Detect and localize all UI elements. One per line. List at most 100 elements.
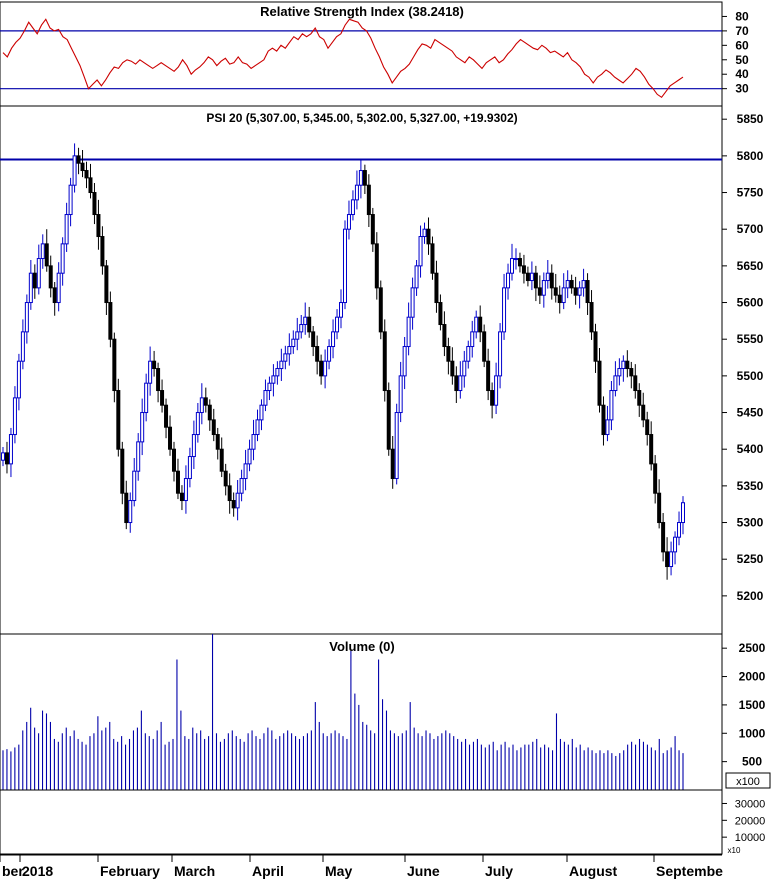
candle-body	[12, 397, 17, 436]
candle-body	[665, 551, 670, 568]
candle-body	[342, 228, 347, 304]
candle-body	[641, 404, 646, 421]
candle-body	[517, 258, 522, 267]
candle-body	[354, 184, 359, 201]
candle-body	[287, 346, 292, 355]
candle-body	[458, 375, 463, 392]
price-title: PSI 20 (5,307.00, 5,345.00, 5,302.00, 5,…	[206, 111, 517, 125]
candle-body	[609, 390, 614, 421]
candle-body	[434, 272, 439, 304]
price-tick-label: 5300	[737, 516, 764, 530]
candle-body	[64, 214, 69, 245]
candle-body	[541, 280, 546, 296]
candle-body	[438, 302, 443, 326]
candle-body	[307, 316, 312, 333]
candle-body	[494, 375, 499, 406]
candle-body	[374, 243, 379, 289]
candle-body	[613, 375, 618, 392]
candle-body	[199, 397, 204, 414]
candle-body	[20, 331, 25, 362]
price-tick-label: 5850	[737, 112, 764, 126]
candle-body	[410, 287, 415, 318]
candle-body	[625, 360, 630, 370]
candle-body	[271, 375, 276, 384]
candle-body	[88, 177, 93, 194]
candle-body	[168, 426, 173, 450]
candle-body	[187, 456, 192, 480]
candle-body	[521, 265, 526, 274]
candle-body	[24, 302, 29, 333]
volume-multiplier: x100	[736, 776, 760, 788]
month-label: February	[100, 863, 160, 879]
price-y-axis: 5850 5800 5750 5700 5650 5600 5550 5500 5450 5400…	[722, 112, 764, 603]
candle-body	[140, 412, 145, 443]
candle-body	[362, 170, 367, 186]
candle-body	[124, 492, 129, 524]
candle-body	[1, 452, 5, 461]
candle-body	[657, 492, 662, 524]
volume-tick-label: 500	[742, 755, 762, 769]
candle-body	[195, 412, 200, 436]
candle-body	[557, 294, 562, 304]
candle-body	[251, 434, 256, 450]
candle-body	[323, 360, 328, 377]
candle-body	[207, 404, 212, 421]
candle-body	[553, 287, 558, 296]
candle-body	[156, 368, 161, 392]
candle-body	[597, 360, 602, 406]
candle-body	[171, 448, 176, 472]
volume-title: Volume (0)	[329, 639, 395, 654]
candle-body	[390, 448, 395, 480]
candle-body	[446, 346, 451, 362]
candle-body	[677, 522, 682, 538]
extra-y-axis: 30000 20000 10000	[722, 798, 765, 844]
candle-body	[179, 492, 184, 502]
candle-body	[402, 346, 407, 377]
candle-body	[426, 228, 431, 245]
volume-bar-series	[2, 634, 684, 790]
candle-body	[490, 390, 495, 406]
volume-tick-label: 1500	[739, 698, 766, 712]
month-label: May	[325, 863, 352, 879]
month-label: Septembe	[656, 863, 723, 879]
candle-body	[191, 434, 196, 458]
candle-body	[673, 536, 678, 553]
candle-body	[28, 272, 33, 304]
candle-body	[247, 448, 252, 465]
rsi-tick-label: 40	[735, 67, 749, 81]
candle-body	[394, 412, 399, 480]
month-label: March	[174, 863, 215, 879]
candle-body	[617, 368, 622, 377]
price-tick-label: 5600	[737, 296, 764, 310]
candle-body	[164, 404, 169, 428]
candle-body	[418, 236, 423, 267]
candle-body	[311, 331, 316, 348]
candle-body	[474, 316, 479, 333]
candle-body	[581, 280, 586, 289]
candle-body	[96, 214, 101, 238]
candle-body	[303, 316, 308, 326]
price-tick-label: 5350	[737, 479, 764, 493]
candle-body	[653, 463, 658, 494]
price-tick-label: 5550	[737, 332, 764, 346]
candle-body	[223, 470, 228, 487]
candle-body	[48, 265, 53, 289]
candle-body	[585, 280, 590, 304]
candle-body	[669, 551, 674, 568]
candle-body	[565, 280, 570, 289]
candle-body	[32, 272, 37, 289]
candle-body	[68, 184, 73, 216]
candle-body	[589, 302, 594, 333]
volume-y-axis: 2500 2000 1500 1000 500	[722, 641, 766, 769]
candle-body	[136, 441, 141, 472]
candle-body	[108, 302, 113, 340]
candle-body	[482, 331, 487, 362]
candle-body	[120, 448, 125, 494]
extra-tick-label: 10000	[735, 832, 766, 844]
candle-body	[398, 375, 403, 414]
candle-body	[275, 368, 280, 377]
price-tick-label: 5250	[737, 552, 764, 566]
candle-body	[263, 390, 268, 406]
